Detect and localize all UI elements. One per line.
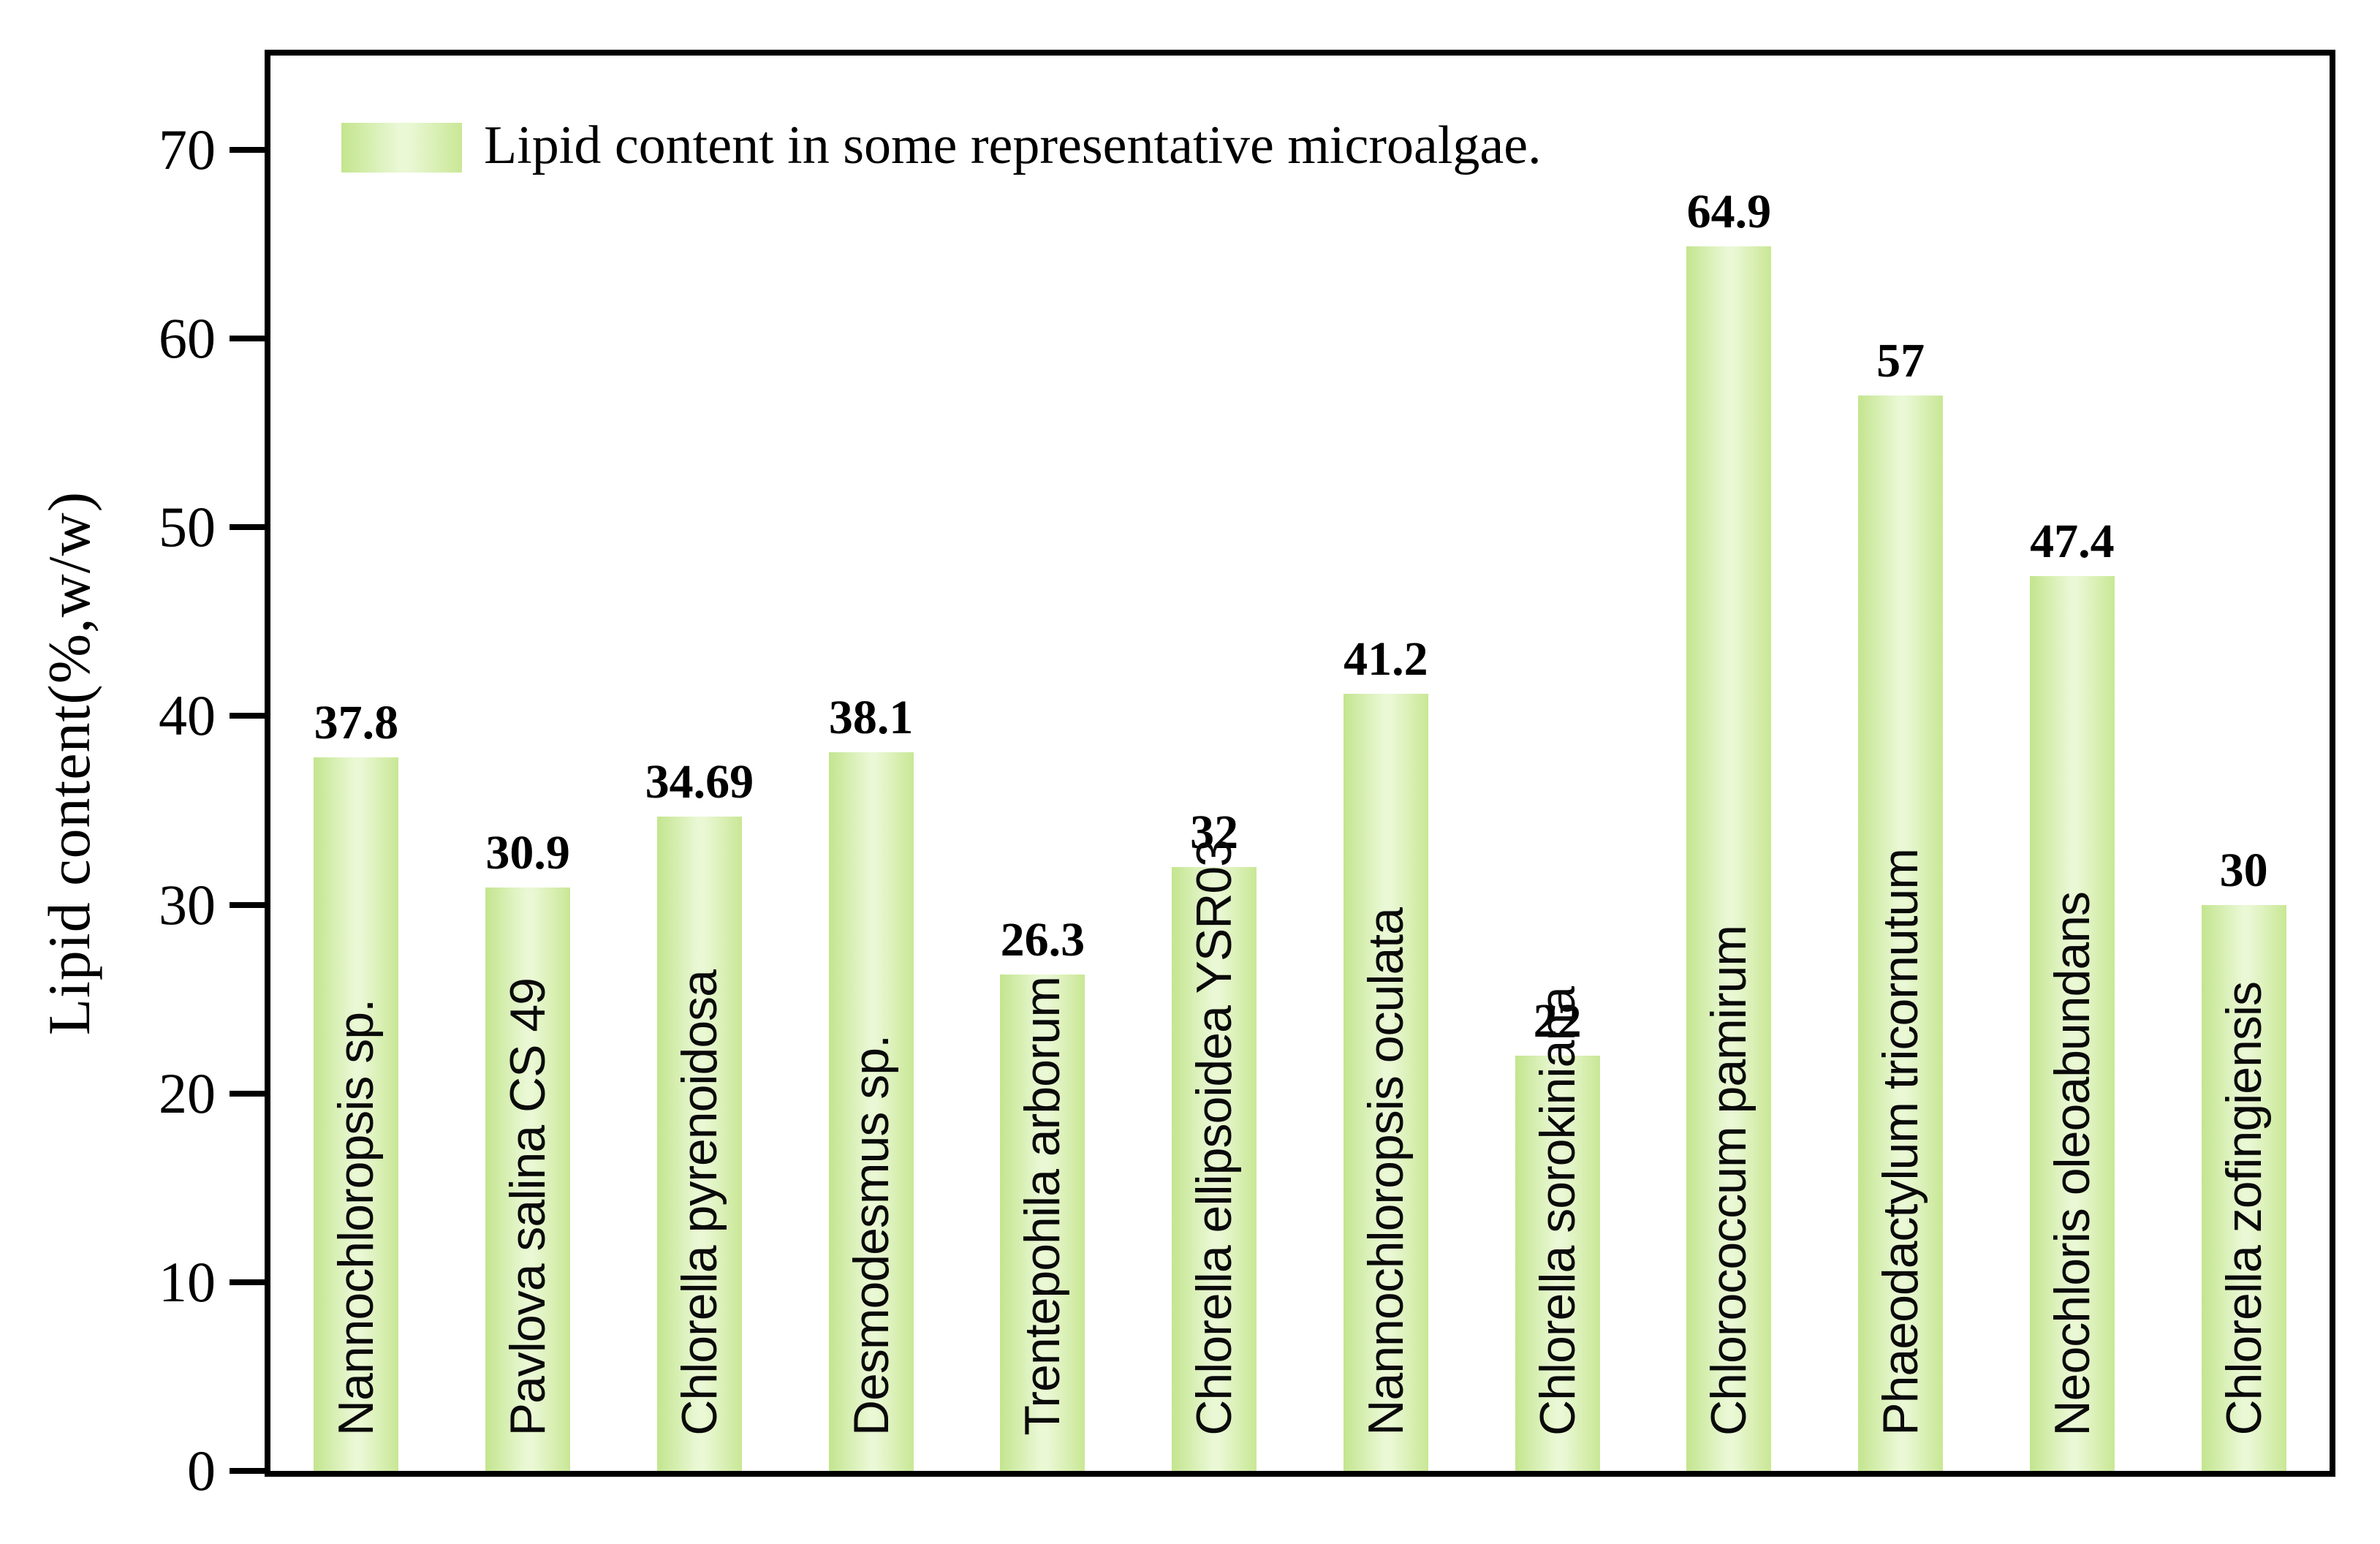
- bar-category-label: Nannochloropsis sp.: [328, 999, 384, 1436]
- bar-category-label: Chlorella zofingiensis: [2216, 982, 2272, 1436]
- bar: 57 Phaeodactylum tricornutum: [1858, 336, 1944, 1471]
- y-axis-title-text: Lipid content(%,w/w): [36, 491, 102, 1036]
- bar-category-label: Pavlova salina CS 49: [500, 977, 556, 1436]
- y-tick-mark: [230, 1468, 265, 1474]
- bar-value-label: 22: [1533, 994, 1582, 1048]
- bar-value-label: 64.9: [1686, 184, 1772, 238]
- bar-category-label: Nannochloropsis oculata: [1357, 908, 1414, 1436]
- bar-category-anchor: Nannochloropsis sp.: [328, 999, 384, 1436]
- bar-value-label: 32: [1190, 805, 1239, 859]
- y-tick-label: 30: [159, 872, 216, 936]
- bar-category-anchor: Chlorella sorokiniana: [1529, 986, 1585, 1436]
- bar-category-anchor: Chlorococcum pamirum: [1701, 926, 1757, 1436]
- bar: 47.4 Neochloris oleoabundans: [2029, 518, 2115, 1471]
- y-tick-label: 20: [159, 1061, 216, 1125]
- bar-category-anchor: Desmodesmus sp.: [843, 1034, 899, 1436]
- bar-value-label: 26.3: [1000, 913, 1085, 967]
- bar-value-label: 47.4: [2030, 515, 2115, 569]
- y-tick-mark: [230, 1090, 265, 1097]
- bar: 26.3 Trentepohila arborum: [1000, 916, 1085, 1471]
- bar: 64.9 Chlorococcum pamirum: [1686, 187, 1772, 1471]
- y-tick-label: 0: [187, 1439, 216, 1502]
- y-axis-title: Lipid content(%,w/w): [35, 491, 104, 1035]
- bar-category-label: Desmodesmus sp.: [843, 1034, 899, 1436]
- y-tick-label: 60: [159, 306, 216, 371]
- bar-category-anchor: Trentepohila arborum: [1015, 977, 1071, 1436]
- bar-value-label: 30.9: [485, 826, 570, 880]
- bar-category-anchor: Chlorella ellipsoidea YSR03: [1186, 840, 1243, 1436]
- y-tick-label: 50: [159, 495, 216, 559]
- bar-category-anchor: Pavlova salina CS 49: [500, 977, 556, 1436]
- bar: 32 Chlorella ellipsoidea YSR03: [1172, 808, 1257, 1471]
- bar-category-label: Chlorella pyrenoidosa: [671, 970, 727, 1436]
- bar-category-anchor: Neochloris oleoabundans: [2044, 891, 2100, 1436]
- y-tick-mark: [230, 713, 265, 719]
- legend-label: Lipid content in some representative mic…: [484, 116, 1542, 175]
- bar: 34.69 Chlorella pyrenoidosa: [645, 757, 754, 1471]
- bar-category-label: Chlorella ellipsoidea YSR03: [1186, 840, 1243, 1436]
- bar-category-anchor: Chlorella pyrenoidosa: [671, 970, 727, 1436]
- y-tick-label: 10: [159, 1249, 216, 1314]
- bar: 30 Chlorella zofingiensis: [2201, 846, 2286, 1471]
- bar-category-anchor: Chlorella zofingiensis: [2216, 982, 2272, 1436]
- bar-value-label: 41.2: [1344, 632, 1428, 686]
- y-tick-mark: [230, 524, 265, 531]
- y-tick-label: 70: [159, 118, 216, 182]
- legend-swatch: [341, 123, 462, 173]
- bar: 30.9 Pavlova salina CS 49: [485, 829, 571, 1471]
- plot-area: Lipid content in some representative mic…: [159, 50, 2335, 1500]
- y-tick-mark: [230, 147, 265, 154]
- bar: 38.1 Desmodesmus sp.: [828, 693, 914, 1471]
- legend: Lipid content in some representative mic…: [341, 118, 1542, 177]
- y-tick-label: 40: [159, 684, 216, 748]
- bar-category-anchor: Nannochloropsis oculata: [1357, 908, 1414, 1436]
- bar-value-label: 38.1: [828, 690, 914, 744]
- bar-category-label: Chlorococcum pamirum: [1701, 926, 1757, 1436]
- bar-value-label: 30: [2219, 843, 2268, 897]
- bar: 41.2 Nannochloropsis oculata: [1343, 635, 1428, 1471]
- bar-category-anchor: Phaeodactylum tricornutum: [1873, 849, 1929, 1436]
- bar: 37.8 Nannochloropsis sp.: [314, 699, 399, 1471]
- bar-category-label: Phaeodactylum tricornutum: [1873, 849, 1929, 1436]
- y-tick-mark: [230, 1279, 265, 1285]
- bar-category-label: Neochloris oleoabundans: [2044, 891, 2100, 1436]
- y-tick-mark: [230, 336, 265, 342]
- bar-category-label: Trentepohila arborum: [1015, 977, 1071, 1436]
- bars-container: 37.8 Nannochloropsis sp. 30.9 Pavlova salin…: [270, 56, 2330, 1471]
- bar-category-label: Chlorella sorokiniana: [1529, 986, 1585, 1436]
- bar-value-label: 37.8: [314, 696, 399, 750]
- bar: 22 Chlorella sorokiniana: [1515, 987, 1600, 1471]
- y-tick-mark: [230, 901, 265, 908]
- bar-value-label: 57: [1876, 333, 1925, 387]
- bar-value-label: 34.69: [645, 754, 754, 809]
